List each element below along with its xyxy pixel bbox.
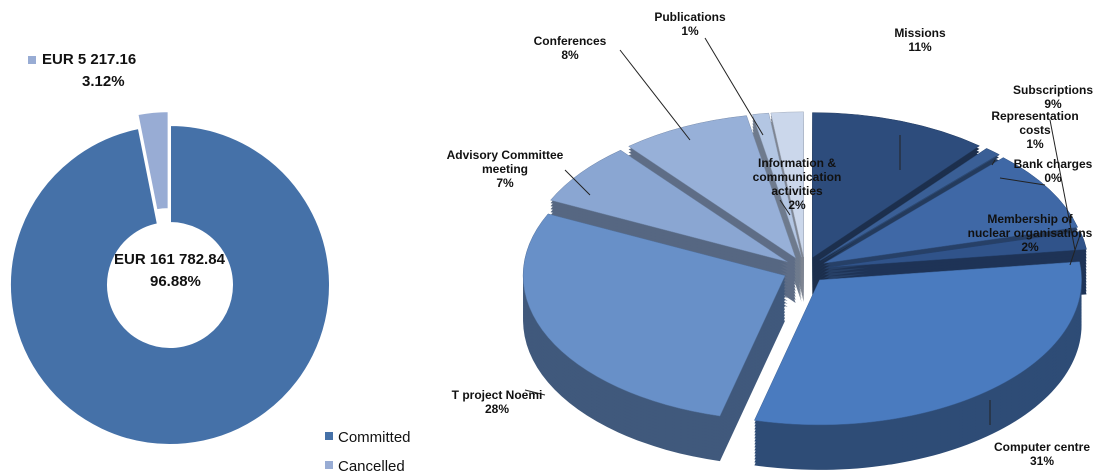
label-key <box>28 56 36 64</box>
category-label: Representation costs <box>991 109 1079 137</box>
category-label: Missions <box>894 26 946 40</box>
slice-side <box>752 116 802 260</box>
legend-key <box>325 461 333 469</box>
leader-line <box>991 159 996 166</box>
category-label: T project Noemi <box>451 388 543 402</box>
category-label: Subscriptions <box>1012 83 1093 97</box>
leader-line <box>704 37 764 136</box>
category-label: Conferences <box>533 34 607 48</box>
legend-label: Committed <box>338 429 411 446</box>
pie-slice <box>812 112 980 259</box>
value-label: 9% <box>1044 97 1062 111</box>
pie-slice <box>550 149 788 263</box>
value-label: 0% <box>1044 171 1062 185</box>
slice-side <box>752 119 802 263</box>
value-label: 7% <box>496 176 514 190</box>
value-label: EUR 161 782.84 <box>114 251 225 268</box>
slice-side <box>752 122 802 266</box>
pie-slice <box>819 148 1000 261</box>
label-key <box>100 256 108 264</box>
value-label: 8% <box>561 48 579 62</box>
value-label: EUR 5 217.16 <box>42 51 137 68</box>
legend-label: Cancelled <box>338 458 405 475</box>
pie-slice <box>754 261 1082 426</box>
leader-line <box>619 49 691 141</box>
pie-slice <box>823 157 1079 264</box>
value-label: 28% <box>484 402 510 416</box>
category-label: Membership of nuclear organisations <box>967 212 1093 240</box>
slice-side <box>752 128 802 272</box>
value-label: 11% <box>908 40 932 54</box>
category-label: Computer centre <box>993 440 1091 454</box>
leader-line <box>564 169 591 196</box>
percent-label: 3.12% <box>82 73 125 90</box>
pie-slice <box>770 111 804 257</box>
value-label: 31% <box>1029 454 1055 468</box>
pie-slice <box>819 154 1000 261</box>
category-label: Bank charges <box>1013 157 1093 171</box>
category-label: Publications <box>654 10 726 24</box>
value-label: 1% <box>1026 137 1044 151</box>
slice-side <box>752 125 802 269</box>
pie-slice <box>826 231 1087 268</box>
percent-label: 96.88% <box>150 273 201 290</box>
pie-slice <box>628 115 797 259</box>
value-label: 1% <box>681 24 699 38</box>
leader-line <box>524 389 546 396</box>
value-label: 2% <box>788 198 806 212</box>
legend-key <box>325 432 333 440</box>
donut-slice <box>136 110 170 212</box>
leader-line <box>1069 234 1081 266</box>
category-label: Advisory Committee meeting <box>446 148 564 176</box>
leader-line <box>999 177 1046 186</box>
donut-slice <box>8 123 331 446</box>
value-label: 2% <box>1021 240 1039 254</box>
pie-slice <box>522 213 786 417</box>
category-label: Information & communication activities <box>752 156 842 198</box>
leader-line <box>1049 119 1076 251</box>
leader-line <box>779 199 791 216</box>
pie-slice <box>752 112 802 258</box>
